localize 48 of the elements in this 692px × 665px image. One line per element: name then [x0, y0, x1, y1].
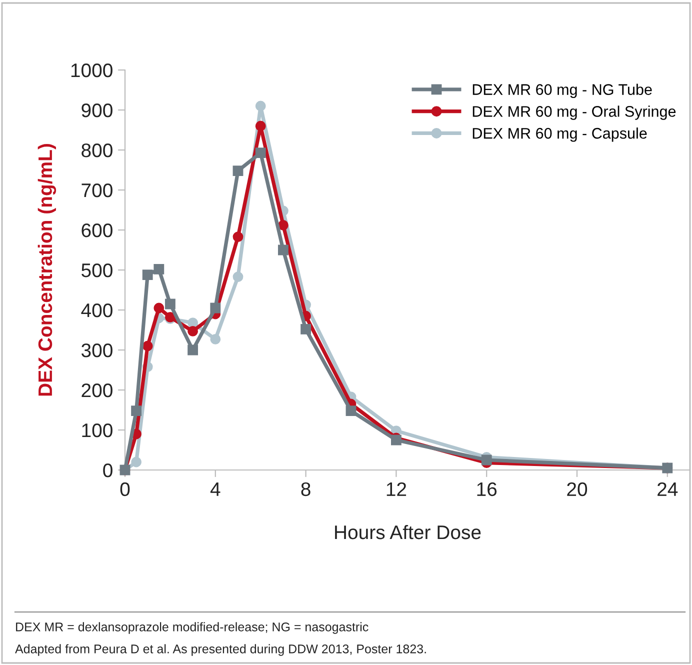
legend-label: DEX MR 60 mg - NG Tube [472, 84, 652, 98]
text: Adapted from Peura D et al. As presented during DDW 2013, Poster 1823. [15, 644, 426, 656]
y-tick-label: 100 [82, 423, 112, 438]
point [255, 148, 266, 158]
point [131, 456, 142, 468]
y-tick-label: 0 [103, 463, 112, 478]
legend-label: DEX MR 60 mg - Oral Syringe [472, 106, 676, 120]
y-tick-label: 1000 [71, 63, 112, 78]
point [142, 340, 153, 352]
point [232, 232, 244, 242]
legend-label: DEX MR 60 mg - Capsule [472, 128, 647, 142]
x-tick-label: 8 [301, 482, 310, 496]
point [210, 334, 221, 344]
y-axis-title: DEX Concentration (ng/mL) [38, 144, 56, 396]
point [154, 264, 164, 274]
y-tick-label: 700 [82, 183, 112, 198]
point [255, 120, 266, 132]
text: DEX MR = dexlansoprazole modified-release; NG = nasogastric [16, 622, 368, 634]
point [232, 272, 244, 282]
y-tick-label: 200 [82, 383, 112, 398]
x-tick-label: 0 [120, 482, 130, 496]
point [346, 406, 356, 416]
point [210, 302, 221, 314]
point [278, 220, 288, 230]
point [481, 454, 492, 466]
x-tick-label: 24 [658, 482, 678, 496]
y-tick-label: 600 [82, 223, 112, 238]
y-tick-label: 800 [82, 143, 112, 158]
x-tick-label: 12 [386, 482, 406, 496]
y-tick-label: 500 [82, 263, 112, 278]
point [255, 100, 266, 112]
point [188, 326, 198, 336]
y-tick-label: 400 [81, 303, 112, 318]
point [142, 270, 153, 280]
point [154, 302, 164, 314]
x-tick-label: 20 [567, 482, 588, 496]
point [188, 344, 198, 356]
y-tick-label: 900 [82, 103, 112, 118]
point [164, 298, 176, 310]
x-tick-label: 4 [210, 482, 220, 496]
point [131, 406, 142, 416]
x-axis-title: Hours After Dose [335, 524, 481, 540]
x-tick-label: 16 [477, 482, 497, 496]
point [188, 318, 198, 328]
point [232, 166, 244, 176]
y-tick-label: 300 [81, 343, 112, 358]
point [300, 324, 312, 334]
point [278, 244, 288, 256]
